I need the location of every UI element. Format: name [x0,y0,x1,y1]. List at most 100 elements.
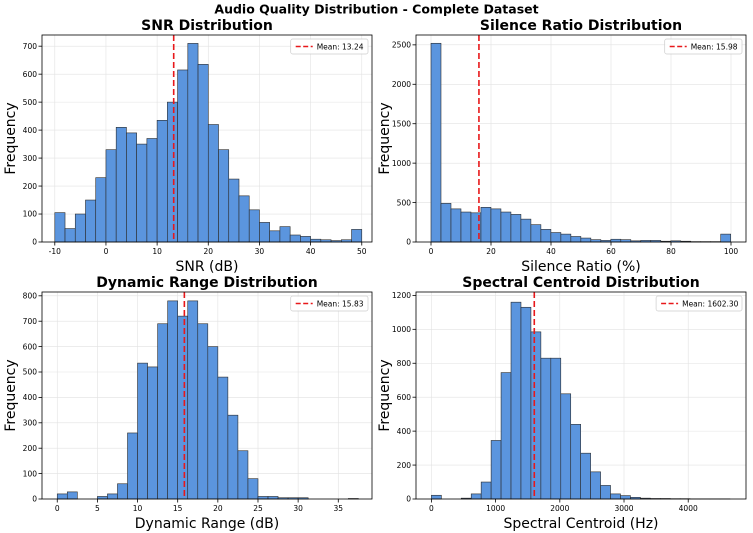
silence-ratio-xlabel: Silence Ratio (%) [521,259,641,275]
silence-ratio-bar [560,233,572,243]
silence-ratio-legend: Mean: 15.98 [664,38,743,55]
snr-ylabel: Frequency [3,102,19,174]
dynamic-range-bar [227,414,239,500]
snr-bar [238,195,250,243]
silence-ratio-ytick-label: 1500 [392,119,411,128]
spectral-centroid-bar [620,495,631,500]
spectral-centroid-bar [530,331,542,500]
snr-xtick-label: -10 [49,247,61,256]
silence-ratio-legend-box [664,38,743,55]
dynamic-range-bar [56,493,68,500]
dynamic-range-ylabel: Frequency [3,359,19,431]
snr-ytick-label: 400 [23,126,38,135]
dynamic-range-xtick-label: 30 [293,504,303,513]
dynamic-range-xtick-label: 15 [173,504,183,513]
dynamic-range-ytick-label: 700 [23,317,38,326]
silence-ratio-ytick-label: 2000 [392,80,411,89]
snr-xtick-label: 40 [306,247,316,256]
spectral-centroid-bar [570,424,581,500]
silence-ratio-bar [550,232,562,243]
snr-xtick-label: 50 [357,247,367,256]
silence-ratio-ytick-label: 0 [406,238,411,247]
spectral-centroid-ytick-label: 600 [397,393,412,402]
dynamic-range-ytick-label: 300 [23,419,38,428]
dynamic-range-legend-box [290,295,369,312]
snr-bar [95,177,107,243]
silence-ratio-ytick-label: 2500 [392,41,411,50]
snr-legend: Mean: 13.24 [290,38,369,55]
snr-bar [177,69,189,243]
spectral-centroid-bar [480,481,492,500]
snr-xtick-label: 20 [204,247,214,256]
spectral-centroid-xtick-label: 1000 [486,504,505,513]
dynamic-range-bar [107,493,118,500]
dynamic-range-xtick-label: 25 [253,504,263,513]
dynamic-range-xtick-label: 5 [95,504,100,513]
snr-bar [259,222,270,243]
snr-bar [167,101,178,243]
dynamic-range-ytick-label: 200 [23,444,38,453]
dynamic-range-bar [247,478,259,500]
dynamic-range-bar [187,300,199,500]
spectral-centroid-xtick-label: 4000 [679,504,698,513]
silence-ratio-legend-label: Mean: 15.98 [691,42,738,51]
spectral-centroid-xtick-label: 0 [429,504,434,513]
silence-ratio-bar [510,214,522,243]
spectral-centroid-ytick-label: 800 [397,359,412,368]
snr-xtick-label: 0 [104,247,109,256]
snr-bar [54,212,66,243]
dynamic-range-ytick-label: 500 [23,368,38,377]
spectral-centroid-ytick-label: 200 [397,461,412,470]
dynamic-range-bar [217,376,229,500]
dynamic-range-ytick-label: 0 [32,495,37,504]
snr-xtick-label: 10 [152,247,162,256]
spectral-centroid-bar [500,372,512,500]
snr-xlabel: SNR (dB) [176,259,239,275]
spectral-centroid-ytick-label: 0 [406,495,411,504]
silence-ratio-bar [720,233,732,243]
dynamic-range-xtick-label: 0 [55,504,60,513]
snr-bar [248,209,260,243]
snr-bar [269,230,281,243]
snr-bar [146,138,158,243]
spectral-centroid-xtick-label: 3000 [614,504,633,513]
dynamic-range-ytick-label: 600 [23,342,38,351]
spectral-centroid-bar [560,393,572,500]
dynamic-range-ytick-label: 400 [23,393,38,402]
dynamic-range-bar [137,362,148,500]
dynamic-range-xtick-label: 35 [334,504,344,513]
snr-bar [351,229,363,243]
snr-bar [156,120,168,243]
silence-ratio-xtick-label: 100 [724,247,739,256]
silence-ratio-ytick-label: 1000 [392,159,411,168]
snr-panel: -10 0 10 20 30 40 500100200300400500600700SNR … [3,18,373,275]
spectral-centroid-bar [470,493,482,500]
spectral-centroid-ytick-label: 1200 [392,291,411,300]
dynamic-range-bar [167,300,178,500]
snr-xtick-label: 30 [255,247,265,256]
spectral-centroid-bar [590,471,601,500]
snr-ytick-label: 200 [23,182,38,191]
snr-title: SNR Distribution [141,18,273,34]
spectral-centroid-bar [510,301,522,500]
snr-axes-frame [41,34,373,243]
spectral-centroid-ytick-label: 400 [397,427,412,436]
snr-ytick-label: 0 [32,238,37,247]
dynamic-range-title: Dynamic Range Distribution [96,275,318,291]
silence-ratio-ylabel: Frequency [377,102,393,174]
dynamic-range-bar [66,491,78,500]
silence-ratio-bar [530,224,542,243]
snr-bar [300,236,311,243]
silence-ratio-xtick-label: 80 [666,247,676,256]
snr-ytick-label: 100 [23,210,38,219]
spectral-centroid-title: Spectral Centroid Distribution [462,275,699,291]
snr-bar [74,213,86,243]
snr-bar [126,132,137,243]
silence-ratio-xtick-label: 20 [486,247,496,256]
dynamic-range-bar [197,323,209,500]
dynamic-range-bar [117,483,128,500]
dynamic-range-panel: 0 5 10 15 20 25 30 35 0 100 200 300 400 500 600 700 800 D… [3,275,373,532]
dynamic-range-bar [237,450,249,500]
silence-ratio-bar [440,203,452,243]
spectral-centroid-bar [610,493,621,500]
